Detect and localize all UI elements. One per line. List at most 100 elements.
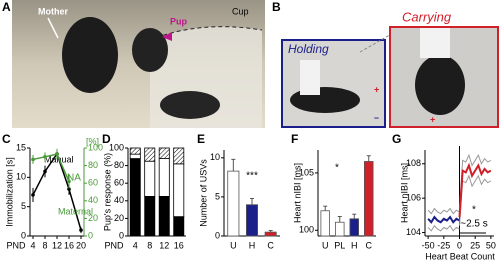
y-tick-label: 106: [406, 193, 421, 203]
x-tick-label: PL: [334, 240, 345, 250]
x-axis-title: PND: [6, 240, 26, 250]
panel-label: G: [392, 132, 401, 146]
error-band: [459, 174, 492, 226]
y-tick-label: 80: [114, 160, 124, 170]
bar-segment: [173, 147, 185, 165]
annotation: ***: [246, 171, 258, 182]
annotation: ~2.5 s: [460, 219, 488, 230]
bar: [349, 218, 359, 237]
mouse: [160, 91, 220, 119]
y-tick-label: 40: [114, 195, 124, 205]
x-tick-label: 8: [42, 240, 47, 250]
arrow: [359, 31, 396, 53]
x-tick-label: 50: [486, 240, 496, 250]
series-line: [427, 215, 460, 224]
x-tick-label: -25: [437, 240, 450, 250]
y-axis-title: Immobilization [s]: [4, 157, 14, 227]
y-tick-label: 10: [16, 172, 26, 182]
finger: [420, 28, 450, 58]
y-axis-title: Heart nIBI [ms]: [399, 163, 409, 223]
bar: [245, 204, 258, 237]
arrow: [162, 32, 172, 41]
y-tick-label: 20: [114, 213, 124, 223]
panel-label: C: [2, 132, 11, 146]
y2-tick-label: 40: [88, 195, 98, 205]
panel-label: B: [272, 0, 281, 14]
x-tick-label: 16: [64, 240, 74, 250]
panel-label: A: [2, 0, 11, 14]
bar-segment: [158, 147, 170, 159]
point: [55, 152, 59, 156]
x-tick-label: C: [366, 240, 373, 250]
x-tick-label: 12: [52, 240, 62, 250]
y2-tick-label: 100: [88, 142, 103, 152]
y-tick-label: 108: [406, 158, 421, 168]
label: Cup: [232, 6, 249, 16]
bar: [264, 231, 277, 237]
y-tick-label: 15: [16, 142, 26, 152]
bar-segment: [158, 195, 170, 237]
x-tick-label: 0: [457, 240, 462, 250]
point: [43, 155, 47, 159]
annotation: *: [335, 163, 339, 174]
bar-segment: [129, 153, 141, 159]
x-tick-label: 4: [133, 240, 138, 250]
point: [79, 228, 83, 232]
sign: +: [374, 84, 379, 94]
y2-tick-label: 60: [88, 178, 98, 188]
arrow: [47, 17, 59, 39]
bar-segment: [129, 158, 141, 237]
bar-segment: [158, 158, 170, 197]
point: [31, 157, 35, 162]
x-tick-label: 16: [174, 240, 184, 250]
error-band: [427, 207, 460, 215]
x-tick-label: 20: [76, 240, 86, 250]
x-tick-label: U: [322, 240, 329, 250]
annotation: NA: [67, 173, 81, 184]
series-label: Maternal: [58, 206, 93, 216]
y-tick-label: 0: [215, 230, 220, 240]
y-tick-label: 0: [21, 230, 26, 240]
x-tick-label: U: [230, 240, 237, 250]
bar-segment: [144, 160, 156, 197]
y-tick-label: 60: [114, 178, 124, 188]
sign: –: [374, 112, 379, 122]
series-line: [32, 153, 70, 182]
y-tick-label: 100: [299, 225, 314, 235]
y2-tick-label: 20: [88, 213, 98, 223]
y-tick-label: 104: [406, 227, 421, 237]
sign: +: [430, 114, 435, 124]
point: [67, 187, 71, 191]
x-tick-label: 12: [159, 240, 169, 250]
bar-segment: [144, 147, 156, 162]
bar: [227, 170, 240, 237]
point: [31, 193, 35, 197]
bar-segment: [173, 216, 185, 237]
y-axis-title: Pup's response (%): [102, 153, 112, 231]
y2-tick-label: 80: [88, 160, 98, 170]
x-tick-label: H: [351, 240, 358, 250]
annotation: *: [472, 205, 476, 216]
y-tick-label: 105: [299, 167, 314, 177]
panel-label: D: [102, 132, 111, 146]
series-line: [32, 152, 82, 231]
y-tick-label: 0: [119, 230, 124, 240]
mouse: [62, 17, 118, 93]
y-axis-title: Number of USVs: [198, 159, 208, 227]
y-axis-title: Heart nIBI [ms]: [292, 163, 302, 223]
x-tick-label: C: [267, 240, 274, 250]
point: [43, 169, 47, 174]
series-line: [458, 162, 492, 218]
bar-segment: [144, 195, 156, 237]
x-tick-label: -50: [422, 240, 435, 250]
x-tick-label: H: [249, 240, 256, 250]
y-tick-label: 5: [21, 201, 26, 211]
y2-tick-label: 0: [88, 230, 93, 240]
finger: [300, 60, 320, 95]
y2-axis-title: [%]: [86, 136, 99, 146]
panel-label: E: [197, 132, 205, 146]
x-axis-title: Heart Beat Count: [425, 251, 495, 261]
point: [67, 179, 71, 184]
panel-label: F: [291, 132, 298, 146]
